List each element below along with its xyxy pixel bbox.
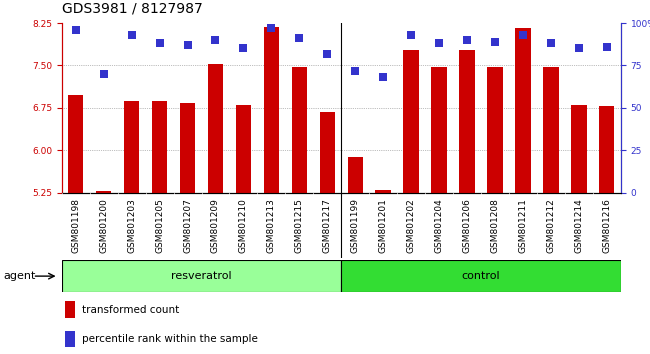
Bar — [488, 67, 502, 193]
Text: GSM801207: GSM801207 — [183, 198, 192, 253]
Bar — [599, 106, 614, 193]
Bar — [180, 103, 195, 193]
Point — [602, 44, 612, 50]
Point — [434, 41, 445, 46]
Bar — [376, 190, 391, 193]
Bar — [460, 50, 474, 193]
Point — [294, 35, 305, 41]
Bar — [65, 331, 75, 347]
Text: GSM801211: GSM801211 — [519, 198, 527, 253]
Point — [406, 32, 416, 38]
Text: GSM801203: GSM801203 — [127, 198, 136, 253]
Text: GSM801198: GSM801198 — [72, 198, 80, 253]
Bar — [264, 27, 279, 193]
Point — [350, 68, 360, 73]
Text: GSM801208: GSM801208 — [491, 198, 499, 253]
Point — [322, 51, 332, 56]
Point — [462, 37, 473, 43]
Bar — [341, 260, 621, 292]
Point — [126, 32, 137, 38]
Bar — [320, 112, 335, 193]
Text: control: control — [462, 271, 501, 281]
Point — [182, 42, 193, 48]
Bar — [571, 105, 586, 193]
Bar — [236, 105, 251, 193]
Bar — [68, 95, 83, 193]
Bar — [543, 67, 558, 193]
Text: transformed count: transformed count — [82, 304, 179, 315]
Text: GSM801201: GSM801201 — [379, 198, 387, 253]
Text: GSM801200: GSM801200 — [99, 198, 108, 253]
Bar — [292, 67, 307, 193]
Point — [155, 41, 165, 46]
Point — [378, 75, 389, 80]
Point — [546, 41, 556, 46]
Text: GSM801206: GSM801206 — [463, 198, 471, 253]
Bar — [208, 64, 223, 193]
Point — [518, 32, 528, 38]
Text: GSM801202: GSM801202 — [407, 198, 415, 253]
Bar — [515, 28, 530, 193]
Text: GSM801217: GSM801217 — [323, 198, 332, 253]
Bar — [348, 157, 363, 193]
Text: GSM801204: GSM801204 — [435, 198, 443, 253]
Point — [574, 46, 584, 51]
Text: GSM801209: GSM801209 — [211, 198, 220, 253]
Text: GSM801212: GSM801212 — [547, 198, 555, 253]
Bar — [62, 260, 341, 292]
Text: GSM801210: GSM801210 — [239, 198, 248, 253]
Text: GSM801213: GSM801213 — [267, 198, 276, 253]
Text: GSM801214: GSM801214 — [575, 198, 583, 253]
Point — [490, 39, 501, 45]
Text: resveratrol: resveratrol — [171, 271, 232, 281]
Bar — [432, 67, 447, 193]
Text: GSM801216: GSM801216 — [603, 198, 611, 253]
Bar — [404, 50, 419, 193]
Bar — [96, 191, 111, 193]
Bar — [124, 101, 139, 193]
Text: GSM801215: GSM801215 — [295, 198, 304, 253]
Point — [238, 46, 248, 51]
Point — [70, 27, 81, 33]
Text: GDS3981 / 8127987: GDS3981 / 8127987 — [62, 2, 203, 16]
Text: agent: agent — [3, 271, 36, 281]
Text: GSM801205: GSM801205 — [155, 198, 164, 253]
Text: percentile rank within the sample: percentile rank within the sample — [82, 334, 258, 344]
Point — [266, 25, 277, 31]
Bar — [65, 302, 75, 318]
Bar — [152, 101, 167, 193]
Text: GSM801199: GSM801199 — [351, 198, 359, 253]
Point — [99, 71, 109, 77]
Point — [211, 37, 221, 43]
